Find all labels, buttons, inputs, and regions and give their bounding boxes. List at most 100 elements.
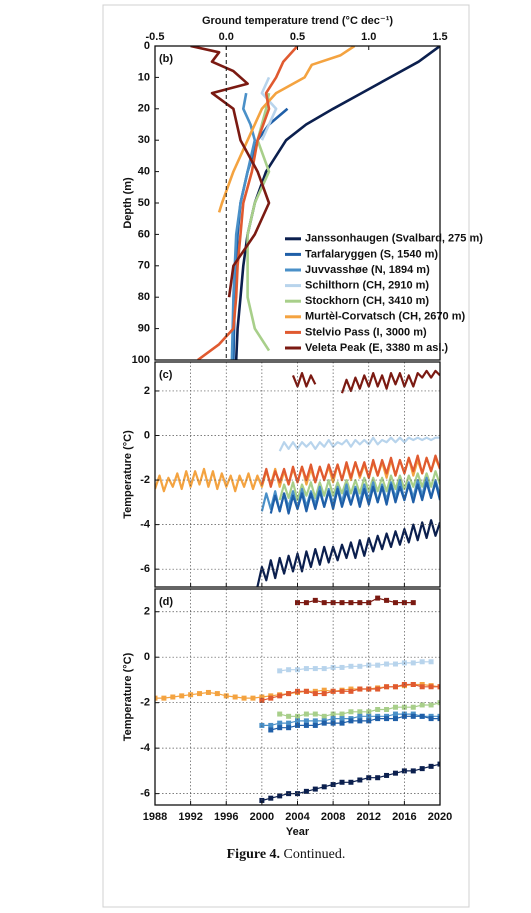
- x-tick-label: 2020: [428, 811, 452, 823]
- marker: [410, 600, 416, 606]
- marker: [384, 597, 390, 603]
- caption-label: Figure 4.: [227, 847, 280, 862]
- marker: [277, 793, 283, 799]
- marker: [392, 704, 398, 710]
- marker: [286, 691, 292, 697]
- marker: [366, 686, 372, 692]
- marker: [312, 718, 318, 724]
- y-axis-label: Depth (m): [122, 177, 134, 229]
- marker: [401, 768, 407, 774]
- marker: [339, 779, 345, 785]
- profile-line: [217, 46, 356, 213]
- marker: [339, 711, 345, 717]
- marker: [170, 694, 176, 700]
- marker: [312, 722, 318, 728]
- y-tick-label: -6: [140, 788, 150, 800]
- marker: [330, 600, 336, 606]
- marker: [321, 720, 327, 726]
- marker: [295, 791, 300, 797]
- marker: [428, 702, 434, 708]
- marker: [410, 681, 416, 687]
- marker: [339, 720, 345, 726]
- marker: [366, 718, 372, 724]
- marker: [155, 695, 158, 701]
- marker: [277, 720, 283, 726]
- marker: [375, 686, 381, 692]
- marker: [348, 688, 354, 694]
- x-tick-label: 2004: [285, 811, 310, 823]
- marker: [303, 688, 309, 694]
- plot-area: [190, 46, 440, 360]
- marker: [392, 661, 398, 667]
- panel-label: (c): [159, 369, 173, 381]
- marker: [357, 663, 363, 669]
- marker: [277, 725, 283, 731]
- marker: [357, 709, 363, 715]
- marker: [348, 663, 354, 669]
- marker: [259, 697, 265, 703]
- marker: [419, 702, 425, 708]
- marker: [348, 709, 354, 715]
- marker: [339, 716, 345, 722]
- marker: [259, 694, 265, 700]
- legend-label: Veleta Peak (E, 3380 m asl.): [305, 342, 448, 354]
- marker: [179, 693, 185, 699]
- marker: [295, 722, 300, 728]
- marker: [419, 684, 425, 690]
- legend-label: Tarfalaryggen (S, 1540 m): [305, 248, 438, 260]
- marker: [401, 600, 407, 606]
- y-tick-label: 70: [138, 260, 150, 272]
- x-tick-label: 1.5: [432, 31, 447, 43]
- x-axis-label: Year: [286, 826, 310, 838]
- marker: [428, 763, 434, 769]
- marker: [303, 722, 309, 728]
- series-line: [278, 436, 440, 452]
- legend-label: Stockhorn (CH, 3410 m): [305, 295, 429, 307]
- x-tick-label: 1988: [143, 811, 167, 823]
- marker: [303, 600, 309, 606]
- marker: [392, 770, 398, 776]
- series-line: [256, 519, 440, 587]
- y-tick-label: 100: [132, 354, 150, 366]
- y-tick-label: 80: [138, 291, 150, 303]
- x-tick-label: 2008: [321, 811, 345, 823]
- marker: [303, 718, 309, 724]
- profile-line: [260, 76, 278, 141]
- marker: [268, 695, 274, 701]
- x-axis-label: Ground temperature trend (°C dec⁻¹): [202, 15, 393, 27]
- marker: [410, 660, 416, 666]
- marker: [321, 784, 327, 790]
- y-tick-label: 0: [144, 429, 150, 441]
- marker: [419, 659, 425, 665]
- x-tick-label: 0.5: [290, 31, 305, 43]
- marker: [232, 694, 238, 700]
- marker: [357, 718, 363, 724]
- marker: [357, 600, 363, 606]
- marker: [428, 716, 434, 722]
- y-tick-label: -6: [140, 563, 150, 575]
- marker: [330, 782, 336, 788]
- marker: [321, 691, 327, 697]
- marker: [286, 720, 292, 726]
- marker: [321, 713, 327, 719]
- series-line: [269, 481, 440, 515]
- profile-line: [234, 46, 440, 360]
- y-tick-label: 40: [138, 166, 150, 178]
- y-tick-label: 20: [138, 103, 150, 115]
- marker: [437, 716, 440, 722]
- axes-frame: [154, 588, 441, 806]
- marker: [321, 687, 327, 693]
- legend-label: Janssonhaugen (Svalbard, 275 m): [305, 233, 483, 245]
- marker: [392, 711, 398, 717]
- y-tick-label: 30: [138, 134, 150, 146]
- marker: [321, 600, 327, 606]
- y-tick-label: 50: [138, 197, 150, 209]
- series-line: [291, 369, 440, 394]
- marker: [277, 711, 283, 717]
- y-axis-label: Temperature (°C): [122, 430, 134, 519]
- marker: [384, 772, 390, 778]
- marker: [339, 600, 345, 606]
- legend-label: Juvvasshøe (N, 1894 m): [305, 264, 430, 276]
- marker: [392, 716, 398, 722]
